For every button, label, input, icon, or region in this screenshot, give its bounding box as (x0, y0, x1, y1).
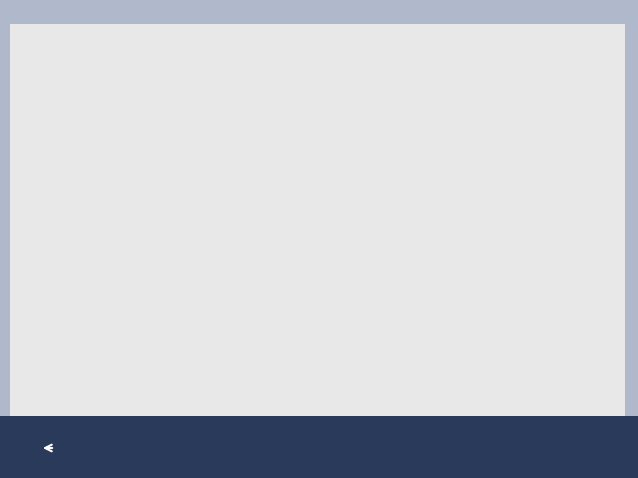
Text: What is the m∠2 ?: What is the m∠2 ? (94, 142, 247, 157)
Text: b: b (557, 256, 567, 271)
Text: 3: 3 (432, 221, 440, 235)
Text: 4: 4 (452, 221, 461, 235)
Text: 1: 1 (452, 200, 461, 213)
Text: 7: 7 (379, 279, 387, 292)
Text: 6: 6 (379, 258, 387, 271)
Text: 5: 5 (399, 258, 408, 271)
Text: Enter your answer in the box.: Enter your answer in the box. (94, 183, 312, 197)
Text: a: a (560, 199, 568, 214)
Bar (562, 278, 574, 345)
Text: c: c (561, 83, 569, 98)
Text: In the figure, a ∥ b and m∠6 = 146°.: In the figure, a ∥ b and m∠6 = 146°. (94, 94, 392, 109)
Text: 8: 8 (399, 279, 408, 292)
Bar (94, 243, 131, 271)
Text: 2: 2 (432, 200, 440, 213)
Text: °: ° (140, 250, 147, 264)
